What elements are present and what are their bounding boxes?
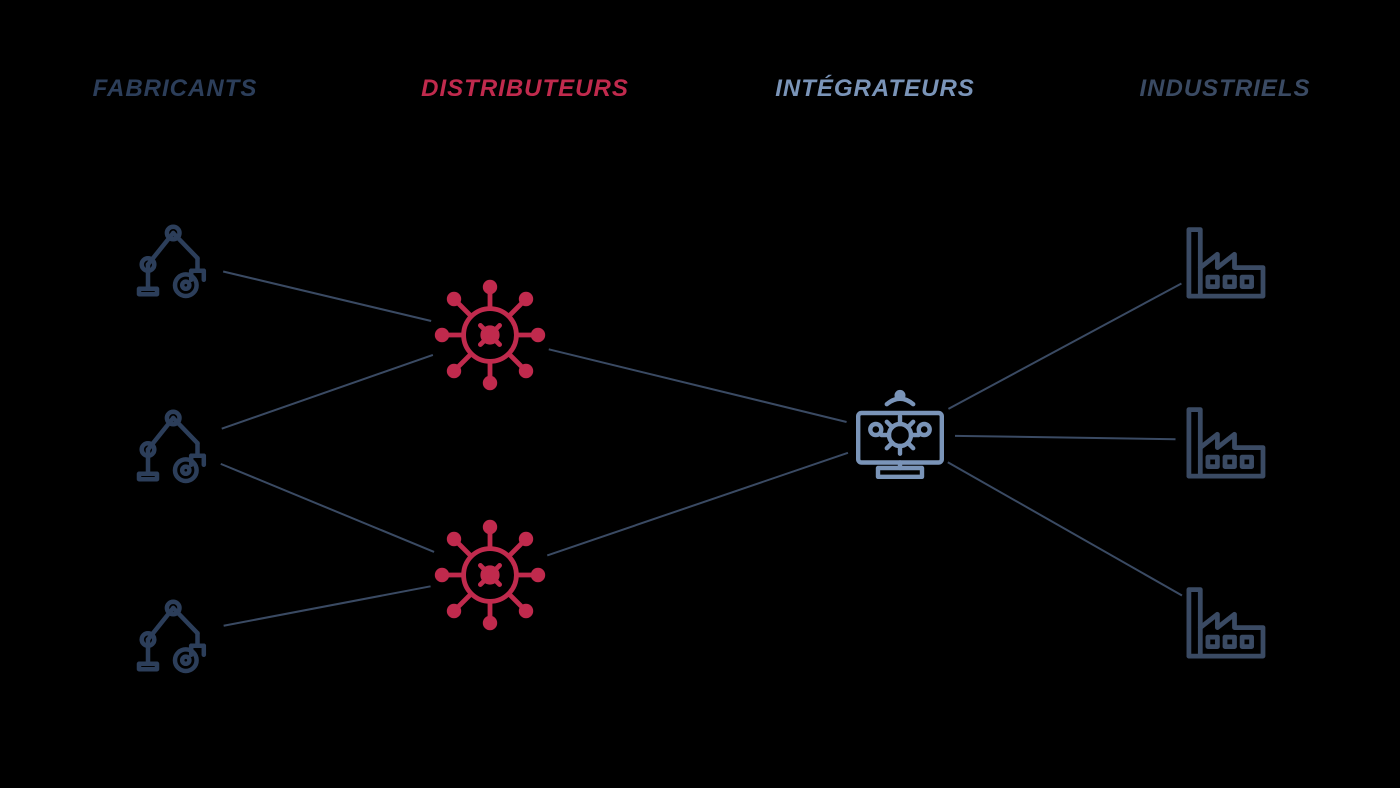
node-fab1 — [130, 215, 220, 305]
node-int1 — [845, 380, 955, 490]
col-title-fabricants: FABRICANTS — [0, 75, 350, 103]
column-headers: FABRICANTS DISTRIBUTEURS INTÉGRATEURS IN… — [0, 75, 1400, 103]
edge — [549, 349, 847, 422]
node-ind2 — [1178, 393, 1273, 488]
edge — [948, 462, 1182, 595]
node-dist1 — [430, 275, 550, 395]
node-fab2 — [130, 400, 220, 490]
network-icon — [430, 275, 550, 395]
robot-icon — [130, 590, 220, 680]
system-icon — [845, 380, 955, 490]
edge — [948, 283, 1181, 408]
node-dist2 — [430, 515, 550, 635]
edge — [222, 355, 433, 429]
col-title-industriels: INDUSTRIELS — [1050, 75, 1400, 103]
node-ind1 — [1178, 213, 1273, 308]
network-icon — [430, 515, 550, 635]
robot-icon — [130, 400, 220, 490]
factory-icon — [1178, 573, 1273, 668]
edge — [955, 436, 1176, 439]
factory-icon — [1178, 213, 1273, 308]
edge — [547, 453, 848, 556]
edge — [223, 271, 431, 321]
node-fab3 — [130, 590, 220, 680]
col-title-distributeurs: DISTRIBUTEURS — [350, 75, 700, 103]
factory-icon — [1178, 393, 1273, 488]
robot-icon — [130, 215, 220, 305]
edge — [221, 464, 434, 552]
edge — [224, 586, 431, 625]
node-ind3 — [1178, 573, 1273, 668]
col-title-integrateurs: INTÉGRATEURS — [700, 75, 1050, 103]
